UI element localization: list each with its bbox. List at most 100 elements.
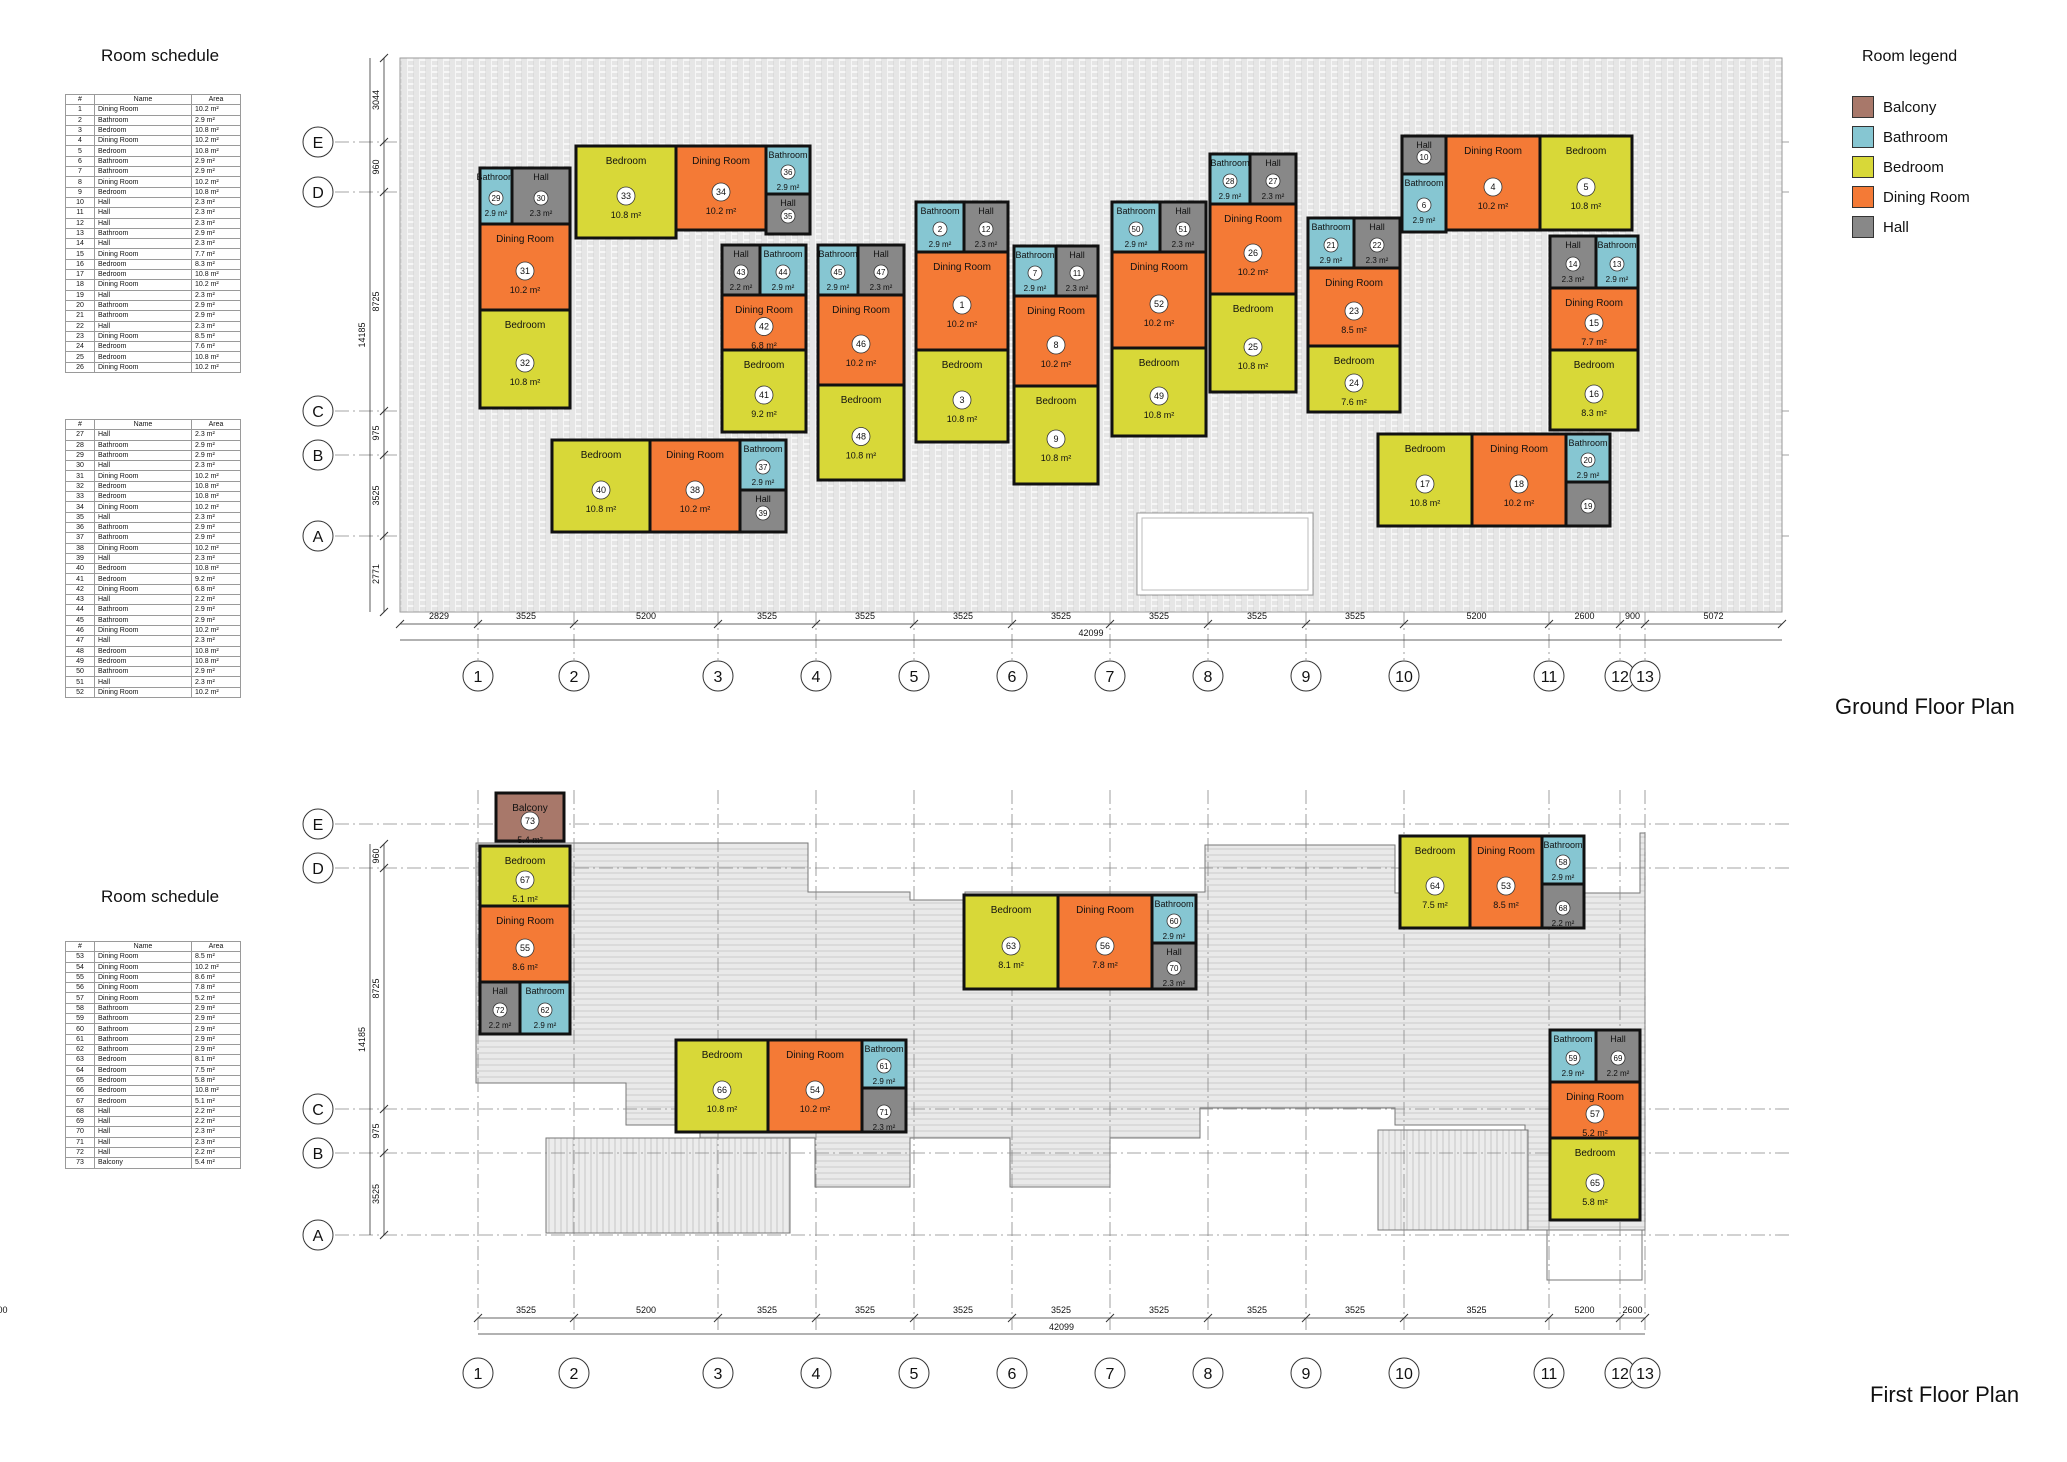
room-36-number: 36 bbox=[784, 168, 793, 177]
room-67-tag bbox=[515, 870, 535, 890]
room-3-name: Bedroom bbox=[942, 360, 983, 371]
room-40-name: Bedroom bbox=[581, 450, 622, 461]
room-16-number: 16 bbox=[1589, 389, 1599, 399]
dimension-tick bbox=[379, 53, 389, 63]
dimension-tick bbox=[379, 1104, 389, 1114]
room-34-fill bbox=[674, 144, 768, 232]
room-47-area: 2.3 m² bbox=[870, 283, 893, 292]
room-23-tag bbox=[1344, 301, 1364, 321]
ground-column-bubble-12-label: 12 bbox=[1611, 669, 1629, 686]
room-41-name: Bedroom bbox=[744, 360, 785, 371]
pool-outline bbox=[1136, 512, 1314, 596]
ground-column-bubble-13 bbox=[1629, 660, 1661, 692]
room-28-tag bbox=[1222, 173, 1238, 189]
room-7-name: Bathroom bbox=[1015, 250, 1054, 260]
room-30: Hall 30 2.3 m² bbox=[510, 166, 572, 226]
room-27-name: Hall bbox=[1265, 158, 1281, 168]
room-66: Bedroom 66 10.8 m² bbox=[674, 1038, 770, 1134]
room-48: Bedroom 48 10.8 m² bbox=[816, 383, 906, 482]
room-24-tag bbox=[1344, 373, 1364, 393]
room-17: Bedroom 17 10.8 m² bbox=[1376, 432, 1474, 528]
room-12: Hall 12 2.3 m² bbox=[962, 200, 1010, 254]
dimension-tick bbox=[1399, 619, 1409, 629]
dimension-tick bbox=[473, 1313, 483, 1323]
ground-column-bubble-2-label: 2 bbox=[570, 669, 579, 686]
legend-item-bedroom: Bedroom bbox=[1852, 156, 1944, 178]
dimension-label: 960 bbox=[371, 159, 381, 174]
room-68-area: 2.2 m² bbox=[1552, 919, 1575, 928]
dimension-tick bbox=[379, 137, 389, 147]
schedule-cell: 5.4 m² bbox=[191, 1157, 241, 1169]
room-46: Dining Room 46 10.2 m² bbox=[816, 293, 906, 387]
room-73-name: Balcony bbox=[512, 803, 548, 814]
room-20-number: 20 bbox=[1584, 456, 1593, 465]
room-18-number: 18 bbox=[1514, 479, 1524, 489]
room-51-name: Hall bbox=[1175, 206, 1191, 216]
ground-column-bubble-4 bbox=[800, 660, 832, 692]
dimension-label: 900 bbox=[0, 1305, 8, 1315]
dimension-label: 5072 bbox=[1703, 611, 1723, 621]
room-42-number: 42 bbox=[759, 322, 769, 332]
room-46-tag bbox=[851, 334, 871, 354]
room-7-area: 2.9 m² bbox=[1024, 284, 1047, 293]
ground-column-bubble-1-label: 1 bbox=[474, 669, 483, 686]
room-5-tag bbox=[1576, 177, 1596, 197]
room-60-number: 60 bbox=[1170, 917, 1179, 926]
room-62: Bathroom 62 2.9 m² bbox=[518, 980, 572, 1036]
room-60-name: Bathroom bbox=[1154, 899, 1193, 909]
room-58-area: 2.9 m² bbox=[1552, 873, 1575, 882]
room-30-area: 2.3 m² bbox=[530, 209, 553, 218]
room-12-tag bbox=[978, 221, 994, 237]
room-35-tag bbox=[780, 208, 796, 224]
room-20: Bathroom 20 2.9 m² bbox=[1564, 432, 1612, 484]
first-column-bubble-2 bbox=[558, 1357, 590, 1389]
room-53: Dining Room 53 8.5 m² bbox=[1468, 834, 1544, 930]
room-32: Bedroom 32 10.8 m² bbox=[478, 308, 572, 410]
room-10-name: Hall bbox=[1416, 140, 1432, 150]
room-53-area: 8.5 m² bbox=[1493, 900, 1519, 910]
room-30-name: Hall bbox=[533, 172, 549, 182]
room-72-fill bbox=[478, 980, 522, 1036]
schedule-cell: 10.2 m² bbox=[191, 686, 241, 699]
room-27-tag bbox=[1265, 173, 1281, 189]
first-column-bubble-1-label: 1 bbox=[474, 1366, 483, 1383]
room-17-area: 10.8 m² bbox=[1410, 498, 1441, 508]
room-60-tag bbox=[1166, 913, 1182, 929]
room-36-tag bbox=[780, 164, 796, 180]
room-52-area: 10.2 m² bbox=[1144, 318, 1175, 328]
first-floor-plan-title: First Floor Plan bbox=[1870, 1382, 2020, 1407]
dimension-tick bbox=[569, 619, 579, 629]
room-71-tag bbox=[876, 1104, 892, 1120]
room-37-number: 37 bbox=[759, 463, 768, 472]
first-column-bubble-6 bbox=[996, 1357, 1028, 1389]
room-52: Dining Room 52 10.2 m² bbox=[1110, 250, 1208, 350]
room-26-area: 10.2 m² bbox=[1238, 267, 1269, 277]
room-12-area: 2.3 m² bbox=[975, 240, 998, 249]
table-row: 73 Balcony 5.4 m² bbox=[65, 1157, 241, 1169]
room-21-number: 21 bbox=[1327, 241, 1336, 250]
dimension-tick bbox=[379, 450, 389, 460]
stair-deck-left bbox=[545, 1137, 791, 1234]
legend-swatch bbox=[1852, 186, 1874, 208]
room-1-area: 10.2 m² bbox=[947, 319, 978, 329]
room-51: Hall 51 2.3 m² bbox=[1158, 200, 1208, 254]
dimension-label: 900 bbox=[1625, 611, 1640, 621]
first-column-bubble-4 bbox=[800, 1357, 832, 1389]
room-15-fill bbox=[1548, 286, 1640, 352]
first-row-bubble-A-label: A bbox=[313, 1228, 324, 1245]
first-column-bubble-11 bbox=[1533, 1357, 1565, 1389]
room-4-tag bbox=[1483, 177, 1503, 197]
first-column-bubble-13-label: 13 bbox=[1636, 1366, 1654, 1383]
room-65-tag bbox=[1585, 1173, 1605, 1193]
room-43-tag bbox=[733, 264, 749, 280]
room-49: Bedroom 49 10.8 m² bbox=[1110, 346, 1208, 438]
room-56-name: Dining Room bbox=[1076, 905, 1134, 916]
ground-row-bubble-A bbox=[302, 520, 334, 552]
dimension-tick bbox=[1544, 1313, 1554, 1323]
room-64-area: 7.5 m² bbox=[1422, 900, 1448, 910]
room-39-tag bbox=[755, 505, 771, 521]
room-44-name: Bathroom bbox=[763, 249, 802, 259]
room-29-area: 2.9 m² bbox=[485, 209, 508, 218]
table-row: 62 Bathroom 2.9 m² bbox=[65, 1043, 241, 1056]
room-34: Dining Room 34 10.2 m² bbox=[674, 144, 768, 232]
